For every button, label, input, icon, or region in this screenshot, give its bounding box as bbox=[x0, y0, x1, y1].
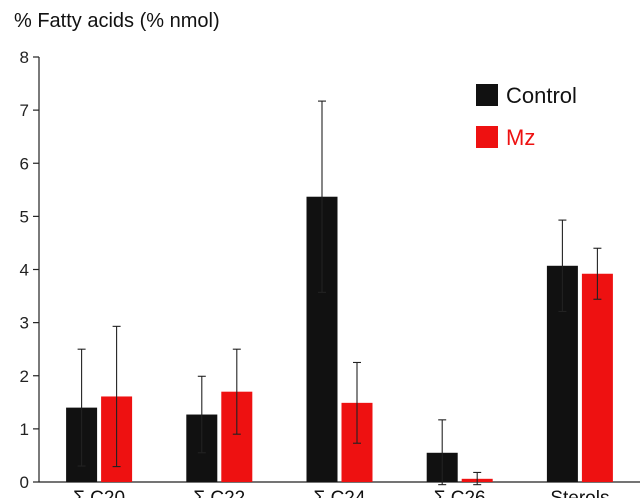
labels-layer: Σ C20 Σ C22 Σ C24 Σ C26 Sterols bbox=[73, 488, 609, 498]
legend-swatch-control bbox=[476, 84, 498, 106]
x-category-label: Σ C26 bbox=[434, 488, 486, 498]
legend-label-mz: Mz bbox=[506, 125, 535, 150]
y-tick-label: 5 bbox=[20, 207, 29, 226]
legend-label-control: Control bbox=[506, 83, 577, 108]
x-category-label: Σ C24 bbox=[314, 488, 366, 498]
legend: Control Mz bbox=[476, 83, 577, 150]
y-axis-label: % Fatty acids (% nmol) bbox=[14, 10, 220, 32]
y-tick-label: 8 bbox=[20, 48, 29, 67]
x-category-label: Sterols bbox=[550, 488, 609, 498]
y-tick-label: 1 bbox=[20, 420, 29, 439]
bars-layer bbox=[66, 100, 613, 486]
y-tick-label: 3 bbox=[20, 314, 29, 333]
bar-mz bbox=[581, 273, 613, 482]
y-tick-label: 4 bbox=[20, 261, 29, 280]
y-tick-label: 0 bbox=[20, 473, 29, 492]
y-tick-label: 7 bbox=[20, 101, 29, 120]
legend-swatch-mz bbox=[476, 126, 498, 148]
y-tick-label: 6 bbox=[20, 154, 29, 173]
y-tick-label: 2 bbox=[20, 367, 29, 386]
x-category-label: Σ C22 bbox=[193, 488, 245, 498]
axis-layer: 0 1 2 3 4 5 6 7 8 bbox=[20, 48, 640, 492]
x-category-label: Σ C20 bbox=[73, 488, 125, 498]
